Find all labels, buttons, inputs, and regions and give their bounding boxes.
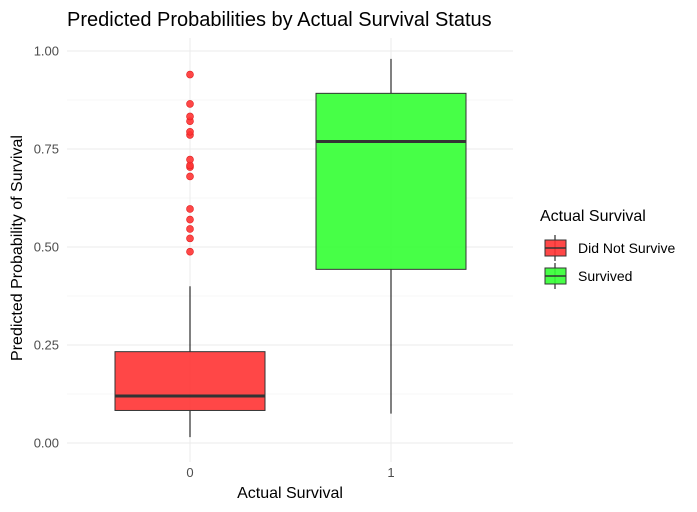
legend-label: Survived [578, 268, 632, 284]
y-axis-title: Predicted Probability of Survival [9, 135, 26, 361]
outlier-point [186, 155, 194, 164]
outlier-point [186, 100, 194, 108]
outlier-point [186, 70, 194, 79]
y-tick-label: 0.00 [34, 436, 59, 451]
outlier-point [186, 247, 194, 256]
chart-title: Predicted Probabilities by Actual Surviv… [67, 9, 492, 31]
outlier-point [186, 127, 194, 136]
box-0 [114, 70, 266, 438]
y-axis: 0.00 0.25 0.50 0.75 1.00 [34, 44, 59, 451]
x-axis-title: Actual Survival [237, 485, 343, 502]
legend-key [544, 235, 567, 261]
box-body [315, 92, 467, 270]
x-tick-label: 0 [186, 465, 193, 480]
box-series [114, 58, 467, 438]
outlier-point [186, 172, 194, 181]
legend: Actual Survival Did Not Survive Survived [540, 208, 675, 289]
outlier-point [186, 225, 194, 233]
box-body [114, 351, 266, 411]
y-tick-label: 1.00 [34, 44, 59, 59]
outlier-point [186, 215, 194, 224]
outlier-point [186, 112, 194, 121]
legend-label: Did Not Survive [578, 240, 675, 256]
outlier-point [186, 205, 194, 213]
legend-key [544, 263, 567, 289]
y-tick-label: 0.25 [34, 338, 59, 353]
y-tick-label: 0.50 [34, 240, 59, 255]
y-tick-label: 0.75 [34, 142, 59, 157]
legend-title: Actual Survival [540, 208, 646, 225]
x-tick-label: 1 [387, 465, 394, 480]
box-1 [315, 58, 467, 414]
outlier-point [186, 234, 194, 243]
